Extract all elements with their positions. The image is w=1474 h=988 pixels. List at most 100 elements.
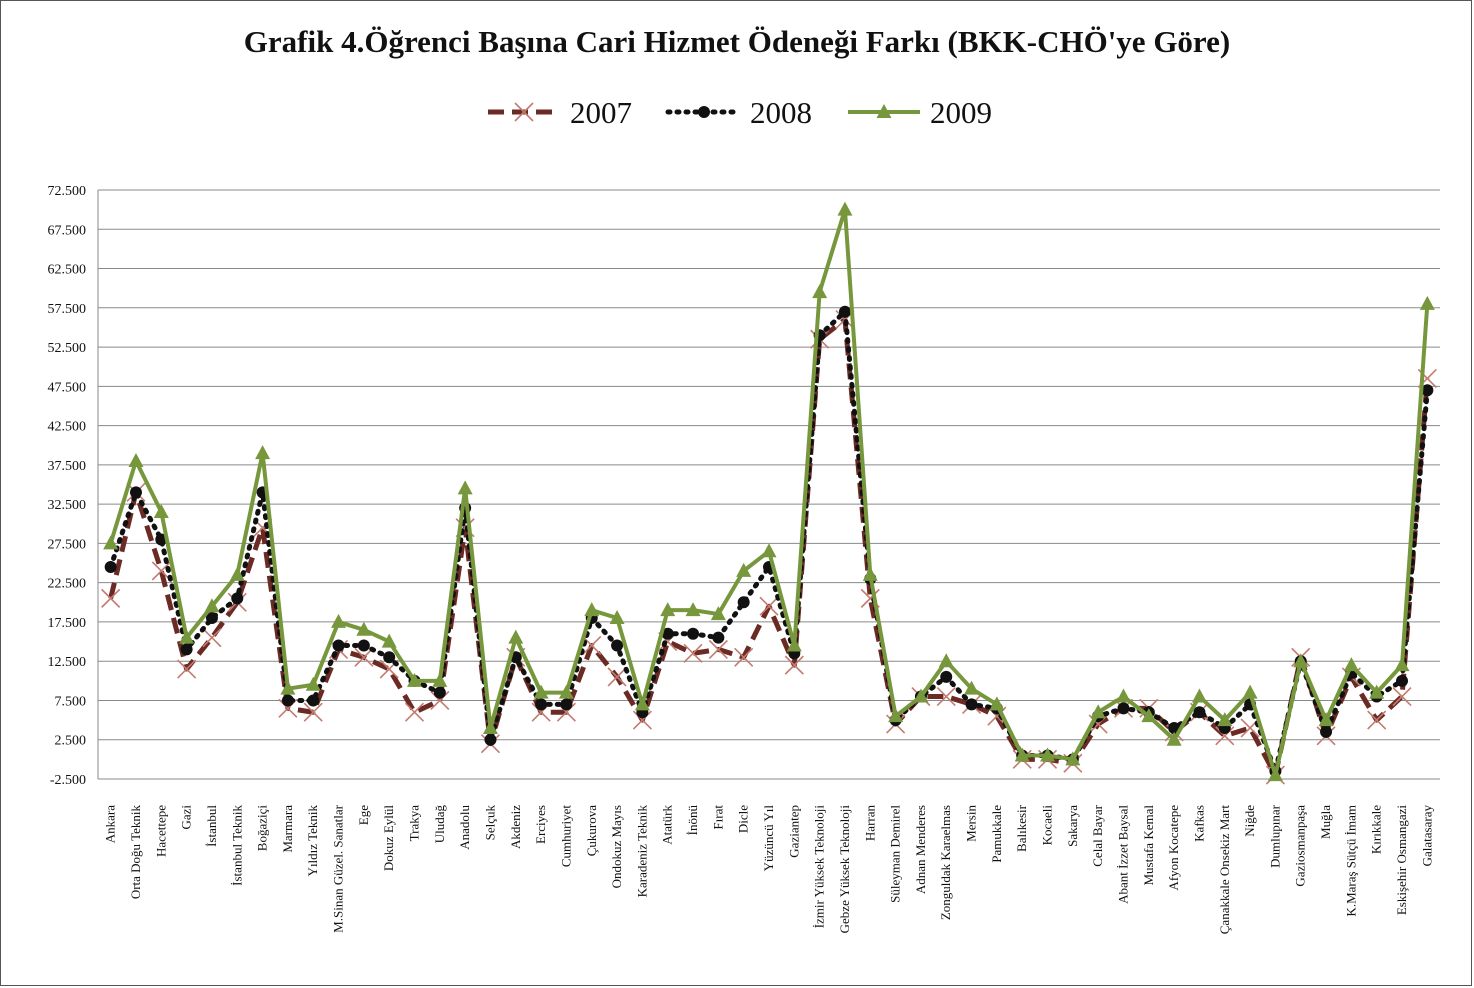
y-tick-label: 52.500 xyxy=(48,341,87,356)
data-point xyxy=(482,719,498,734)
data-point xyxy=(759,596,779,616)
y-tick-label: 67.500 xyxy=(48,223,87,238)
data-point xyxy=(1141,708,1157,723)
x-tick-label: Muğla xyxy=(1318,805,1333,839)
data-point xyxy=(1419,295,1435,310)
x-tick-label: Balıkesir xyxy=(1014,804,1029,852)
data-point xyxy=(936,686,956,707)
data-point xyxy=(533,684,549,699)
data-point xyxy=(231,592,244,605)
data-point xyxy=(332,639,345,652)
x-tick-label: Kafkas xyxy=(1191,805,1206,842)
data-point xyxy=(129,486,142,499)
data-point xyxy=(784,655,804,675)
data-point xyxy=(736,562,752,577)
x-tick-label: Karadeniz Teknik xyxy=(634,805,649,898)
y-tick-label: 32.500 xyxy=(48,498,87,513)
x-tick-label: Mustafa Kemal xyxy=(1141,805,1156,886)
data-point xyxy=(710,606,726,621)
y-tick-label: 62.500 xyxy=(48,263,87,278)
x-tick-label: Dumlupınar xyxy=(1267,804,1282,867)
data-point xyxy=(582,635,602,656)
data-point xyxy=(153,503,169,518)
data-point xyxy=(1394,657,1410,672)
data-point xyxy=(1318,712,1334,727)
data-point xyxy=(611,639,624,652)
legend-label: 2007 xyxy=(570,95,632,130)
x-tick-label: Ege xyxy=(356,805,371,825)
x-tick-label: Çukurova xyxy=(584,805,599,857)
x-axis: Ankara Orta Doğu Teknik Hacettepe Gazi İstan… xyxy=(98,778,1440,935)
data-point xyxy=(1421,384,1434,397)
chart-title: Grafik 4.Öğrenci Başına Cari Hizmet Öden… xyxy=(243,24,1231,59)
x-tick-label: Abant İzzet Baysal xyxy=(1115,805,1130,904)
data-point xyxy=(356,621,372,636)
x-tick-label: M.Sinan Güzel. Sanatlar xyxy=(331,804,346,932)
data-point xyxy=(660,602,676,617)
data-point xyxy=(1014,747,1030,762)
y-tick-label: 12.500 xyxy=(48,655,87,670)
data-point xyxy=(862,566,878,581)
x-tick-label: Ondokuz Mayıs xyxy=(609,805,624,888)
data-point xyxy=(965,698,978,711)
data-point xyxy=(404,702,425,722)
y-tick-label: 37.500 xyxy=(48,459,87,474)
data-point xyxy=(1215,726,1235,746)
x-tick-label: Pamukkale xyxy=(989,805,1004,863)
data-point xyxy=(888,708,904,723)
data-point xyxy=(1392,686,1412,707)
data-point xyxy=(255,445,271,460)
x-tick-label: Hacettepe xyxy=(153,805,168,857)
data-point xyxy=(940,670,953,683)
legend: 2007 2008 2009 xyxy=(488,95,992,130)
data-point xyxy=(1040,747,1056,762)
data-point xyxy=(661,627,674,640)
data-point xyxy=(609,610,625,625)
data-point xyxy=(584,602,600,617)
x-tick-label: Adnan Menderes xyxy=(913,805,928,894)
data-point xyxy=(177,659,197,679)
plot-area xyxy=(101,201,1437,785)
x-tick-label: Yıldız Teknik xyxy=(305,805,320,877)
x-tick-label: Çanakkale Onsekiz Mart xyxy=(1217,805,1232,935)
data-point xyxy=(432,672,448,687)
x-tick-label: Celal Bayar xyxy=(1090,804,1105,866)
data-point xyxy=(964,680,980,695)
data-point xyxy=(1320,725,1333,738)
data-point xyxy=(303,702,323,722)
x-tick-label: Orta Doğu Teknik xyxy=(128,805,143,900)
data-point xyxy=(1065,751,1081,766)
data-point xyxy=(1396,674,1409,687)
data-point xyxy=(280,680,296,695)
x-tick-label: Selçuk xyxy=(482,805,497,841)
x-tick-label: K.Maraş Sütçü İmam xyxy=(1343,805,1358,917)
data-point xyxy=(1193,706,1206,719)
data-point xyxy=(204,598,220,613)
x-tick-label: İstanbul xyxy=(204,805,219,847)
data-point xyxy=(683,643,703,663)
data-point xyxy=(430,690,450,711)
data-point xyxy=(1369,684,1385,699)
x-tick-label: Niğde xyxy=(1242,805,1257,837)
data-point xyxy=(989,696,1005,711)
x-tick-label: Dicle xyxy=(736,805,751,833)
x-tick-label: Trakya xyxy=(407,805,422,842)
data-point xyxy=(383,651,396,664)
data-point xyxy=(734,647,754,667)
data-point xyxy=(838,305,851,318)
data-point xyxy=(687,627,700,640)
x-tick-label: Kocaeli xyxy=(1040,805,1055,846)
x-tick-label: Anadolu xyxy=(457,805,472,850)
data-point xyxy=(560,698,573,711)
data-point xyxy=(632,710,652,730)
data-point xyxy=(229,566,245,581)
y-tick-label: 47.500 xyxy=(48,380,87,395)
x-tick-label: Dokuz Eylül xyxy=(381,805,396,871)
gridlines xyxy=(98,189,1440,780)
x-tick-label: Marmara xyxy=(280,805,295,853)
x-tick-label: Afyon Kocatepe xyxy=(1166,805,1181,891)
data-point xyxy=(786,637,802,652)
data-point xyxy=(433,686,446,699)
data-point xyxy=(1166,731,1182,746)
